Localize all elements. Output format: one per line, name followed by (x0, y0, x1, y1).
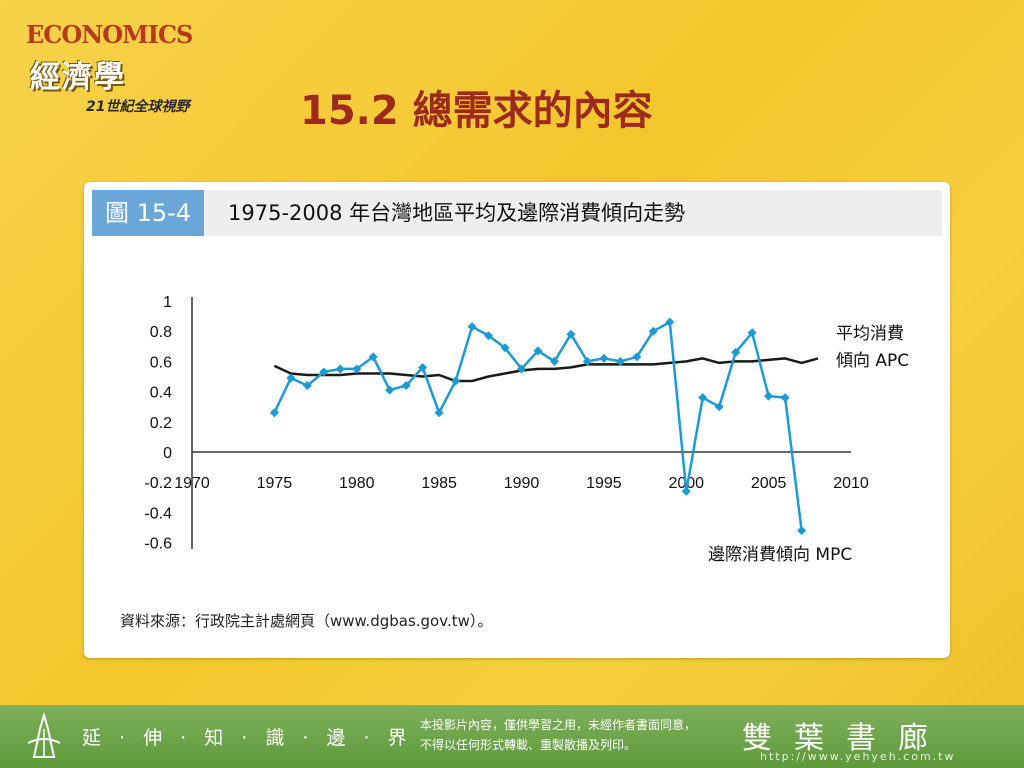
page-title: 15.2 總需求的內容 (300, 88, 653, 134)
y-tick-label: -0.4 (144, 505, 172, 522)
mpc-data-point (714, 402, 724, 412)
mpc-data-point (797, 526, 807, 536)
footer-note-line1: 本投影片內容，僅供學習之用，未經作者書面同意， (420, 718, 697, 732)
mpc-data-point (681, 486, 691, 496)
x-tick-label: 2010 (833, 475, 869, 492)
mpc-data-point (269, 408, 279, 418)
x-tick-label: 1970 (174, 475, 210, 492)
mpc-data-point (731, 347, 741, 357)
y-tick-label: 0.6 (150, 354, 172, 371)
consumption-chart: 1 0.8 0.6 0.4 0.2 0 -0.2 -0.4 -0.6 1970 1975 1980 19… (144, 294, 909, 565)
x-tick-label: 1975 (257, 475, 293, 492)
mpc-data-point (302, 381, 312, 391)
apc-label: 平均消費 (836, 324, 904, 344)
y-tick-label: -0.6 (144, 536, 172, 553)
mpc-data-point (319, 367, 329, 377)
figure-header: 圖 15-4 1975-2008 年台灣地區平均及邊際消費傾向走勢 (92, 190, 942, 236)
x-tick-label: 2005 (751, 475, 787, 492)
y-tick-label: 1 (163, 294, 172, 311)
mpc-data-point (352, 364, 362, 374)
mpc-data-point (780, 393, 790, 403)
y-tick-label: 0 (163, 445, 172, 462)
figure-source: 資料來源：行政院主計處網頁（www.dgbas.gov.tw）。 (120, 612, 493, 630)
mpc-data-point (517, 364, 526, 374)
mpc-data-point (566, 329, 576, 339)
x-tick-label: 1980 (339, 475, 375, 492)
mpc-data-point (764, 391, 774, 401)
footer-copyright-note: 本投影片內容，僅供學習之用，未經作者書面同意， 不得以任何形式轉載、重製散播及列… (420, 715, 696, 755)
mpc-data-point (467, 322, 477, 332)
logo-subtitle: 21世紀全球視野 (86, 99, 190, 115)
publisher-url[interactable]: http://www.yehyeh.com.tw (760, 750, 956, 763)
mpc-data-point (549, 356, 559, 366)
mpc-data-point (335, 364, 345, 374)
x-tick-label: 1985 (421, 475, 457, 492)
mpc-data-point (665, 317, 675, 327)
mpc-data-point (533, 346, 543, 356)
mpc-data-point (385, 385, 395, 395)
tower-logo-icon (27, 713, 61, 758)
logo-chinese-title: 經濟學 (30, 60, 126, 95)
mpc-data-point (648, 326, 658, 336)
x-tick-label: 1990 (504, 475, 540, 492)
y-tick-label: 0.4 (150, 385, 172, 402)
y-tick-label: -0.2 (144, 475, 172, 492)
y-tick-label: 0.2 (150, 415, 172, 432)
mpc-label: 邊際消費傾向 MPC (708, 545, 852, 565)
publisher-brand: 雙葉書廊 (742, 721, 950, 756)
logo-economics: ECONOMICS (26, 20, 193, 49)
mpc-data-point (484, 331, 494, 341)
mpc-data-point (599, 353, 609, 363)
footer-bar: 延 · 伸 · 知 · 識 · 邊 · 界 本投影片內容，僅供學習之用，未經作者… (0, 705, 1024, 768)
mpc-data-point (747, 328, 757, 338)
mpc-data-point (434, 408, 444, 418)
mpc-data-point (418, 362, 428, 372)
mpc-data-point (632, 352, 642, 362)
figure-panel: 圖 15-4 1975-2008 年台灣地區平均及邊際消費傾向走勢 1 0.8 0.… (84, 182, 950, 658)
y-tick-label: 0.8 (150, 324, 172, 341)
mpc-data-point (582, 356, 592, 366)
apc-label: 傾向 APC (836, 351, 909, 371)
figure-number: 圖 15-4 (92, 190, 204, 236)
mpc-data-point (286, 373, 296, 383)
footer-slogan: 延 · 伸 · 知 · 識 · 邊 · 界 (82, 727, 413, 749)
mpc-data-point (401, 381, 411, 391)
figure-title: 1975-2008 年台灣地區平均及邊際消費傾向走勢 (228, 201, 686, 225)
mpc-data-point (615, 356, 625, 366)
x-tick-label: 1995 (586, 475, 622, 492)
footer-note-line2: 不得以任何形式轉載、重製散播及列印。 (420, 738, 637, 752)
mpc-data-point (368, 352, 378, 362)
mpc-data-point (451, 376, 461, 386)
apc-series-line (273, 357, 819, 383)
mpc-data-point (698, 393, 708, 403)
mpc-data-point (500, 343, 510, 353)
